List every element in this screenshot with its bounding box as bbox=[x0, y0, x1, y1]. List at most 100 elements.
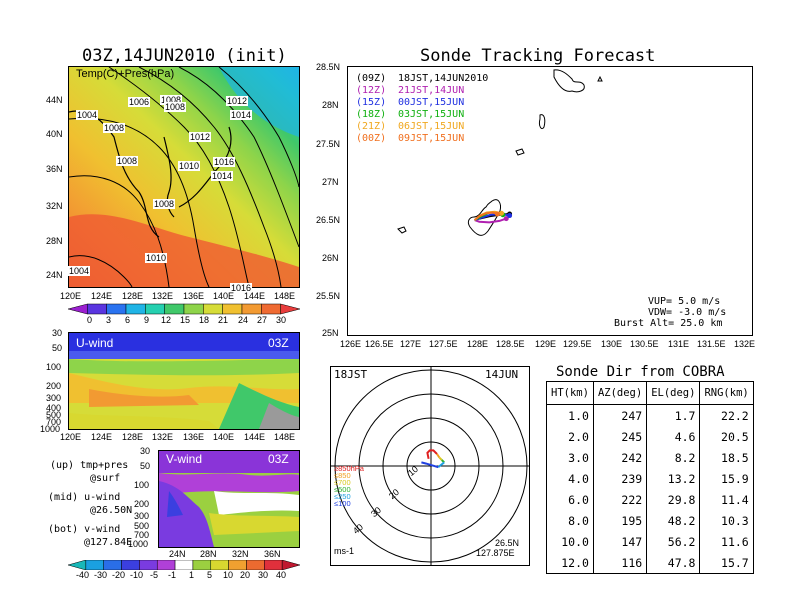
isobar-label: 1008 bbox=[153, 199, 176, 209]
colorbar-tick: 27 bbox=[257, 315, 268, 325]
level-legend: ≤850 bbox=[334, 471, 351, 480]
isobar-label: 1008 bbox=[103, 123, 126, 133]
colorbar-tick: 24 bbox=[238, 315, 249, 325]
table-cell: 4.0 bbox=[546, 468, 594, 489]
track-legend-time: (18Z) bbox=[356, 109, 387, 120]
hodograph-segment bbox=[436, 453, 441, 459]
lon-label: 132E bbox=[152, 432, 174, 442]
level-legend: ≤100 bbox=[334, 499, 351, 508]
lat-label: 26.5N bbox=[316, 215, 341, 225]
table-cell: 48.2 bbox=[646, 510, 701, 531]
colorbar-swatch bbox=[121, 560, 140, 570]
burst-param: Burst Alt= 25.0 km bbox=[614, 318, 723, 329]
pressure-label: 30 bbox=[52, 328, 63, 338]
lon-label: 131E bbox=[668, 339, 690, 349]
isobar-label: 1010 bbox=[145, 253, 168, 263]
track-endpoint bbox=[503, 216, 509, 222]
table-cell: 4.6 bbox=[646, 426, 701, 447]
tracking-map-svg bbox=[397, 69, 603, 236]
table-cell: 18.5 bbox=[699, 447, 754, 468]
table-cell: 239 bbox=[592, 468, 648, 489]
table-body: 1.0 247 1.7 22.2 2.0 245 4.6 20.5 3.0 242 8.2 18.5 4… bbox=[546, 404, 754, 574]
v-wind-panel bbox=[158, 450, 300, 548]
pressure-label: 300 bbox=[46, 393, 62, 403]
lat-label: 36N bbox=[46, 164, 63, 174]
table-cell: 12.0 bbox=[546, 552, 594, 574]
track-legend-time: (21Z) bbox=[356, 121, 387, 132]
lat-label: 24N bbox=[46, 270, 63, 280]
track-legend-jst: 09JST,15JUN bbox=[398, 133, 465, 144]
table-cell: 22.2 bbox=[699, 404, 754, 426]
tracking-title: Sonde Tracking Forecast bbox=[420, 46, 656, 66]
table-header: HT(km) bbox=[546, 381, 594, 405]
colorbar-tick: 5 bbox=[207, 570, 213, 580]
lat-label: 27.5N bbox=[316, 139, 341, 149]
note-up-sub: @surf bbox=[90, 473, 121, 484]
table-header: AZ(deg) bbox=[592, 381, 648, 405]
lon-label: 136E bbox=[183, 432, 205, 442]
pressure-label: 50 bbox=[140, 461, 151, 471]
lat-label: 28N bbox=[200, 549, 217, 559]
lon-label: 128E bbox=[467, 339, 489, 349]
track-legend-time: (09Z) bbox=[356, 73, 387, 84]
track-legend-jst: 06JST,15JUN bbox=[398, 121, 465, 132]
colorbar-swatch bbox=[246, 560, 265, 570]
table-row: 2.0 245 4.6 20.5 bbox=[546, 426, 754, 447]
table-cell: 11.4 bbox=[699, 489, 754, 510]
vwind-colorbar bbox=[68, 560, 300, 570]
colorbar-swatch bbox=[174, 560, 194, 570]
pressure-label: 30 bbox=[140, 446, 151, 456]
isobar-label: 1004 bbox=[68, 266, 91, 276]
colorbar-swatch bbox=[68, 560, 87, 570]
polar-svg bbox=[331, 367, 529, 565]
polar-lat: 26.5N bbox=[495, 538, 520, 548]
isobar-label: 1006 bbox=[128, 97, 151, 107]
lat-label: 28.5N bbox=[316, 62, 341, 72]
table-row: 10.0 147 56.2 11.6 bbox=[546, 531, 754, 552]
table-cell: 8.2 bbox=[646, 447, 701, 468]
track-legend-jst: 18JST,14JUN2010 bbox=[398, 73, 489, 84]
lon-label: 144E bbox=[244, 432, 266, 442]
lat-label: 25N bbox=[322, 328, 339, 338]
pressure-label: 100 bbox=[134, 480, 150, 490]
u-wind-time: 03Z bbox=[268, 336, 289, 350]
table-header: RNG(km) bbox=[699, 381, 754, 405]
lat-label: 44N bbox=[46, 95, 63, 105]
table-cell: 10.0 bbox=[546, 531, 594, 552]
table-cell: 29.8 bbox=[646, 489, 701, 510]
init-title: 03Z,14JUN2010 (init) bbox=[82, 46, 287, 66]
note-bot: (bot) v-wind bbox=[48, 524, 121, 535]
pressure-label: 400 bbox=[46, 403, 62, 413]
polar-time: 18JST bbox=[334, 368, 368, 381]
table-cell: 3.0 bbox=[546, 447, 594, 468]
table-cell: 10.3 bbox=[699, 510, 754, 531]
pressure-label: 50 bbox=[52, 343, 63, 353]
lat-label: 25.5N bbox=[316, 291, 341, 301]
lon-label: 120E bbox=[60, 432, 82, 442]
colorbar-swatch bbox=[125, 303, 146, 315]
colorbar-swatch bbox=[85, 560, 104, 570]
hodograph-segment bbox=[426, 449, 438, 459]
track-line bbox=[474, 217, 507, 224]
colorbar-tick: 20 bbox=[240, 570, 251, 580]
table-cell: 8.0 bbox=[546, 510, 594, 531]
table-cell: 15.7 bbox=[699, 552, 754, 574]
lon-label: 148E bbox=[274, 432, 296, 442]
lat-label: 28N bbox=[46, 236, 63, 246]
track-line bbox=[473, 211, 498, 221]
isobar-label: 1012 bbox=[226, 96, 249, 106]
note-up: (up) tmp+pres bbox=[50, 460, 129, 471]
colorbar-tick: 1 bbox=[189, 570, 195, 580]
colorbar-swatch bbox=[164, 303, 185, 315]
vup-param: VUP= 5.0 m/s bbox=[648, 296, 721, 307]
note-mid-sub: @26.50N bbox=[90, 505, 133, 516]
lat-label: 40N bbox=[46, 129, 63, 139]
lat-label: 24N bbox=[169, 549, 186, 559]
table-cell: 247 bbox=[592, 404, 648, 426]
colorbar-tick: 18 bbox=[199, 315, 210, 325]
lon-label: 124E bbox=[91, 291, 113, 301]
colorbar-swatch bbox=[183, 303, 204, 315]
table-cell: 222 bbox=[592, 489, 648, 510]
table-cell: 245 bbox=[592, 426, 648, 447]
tracking-map bbox=[347, 66, 753, 336]
